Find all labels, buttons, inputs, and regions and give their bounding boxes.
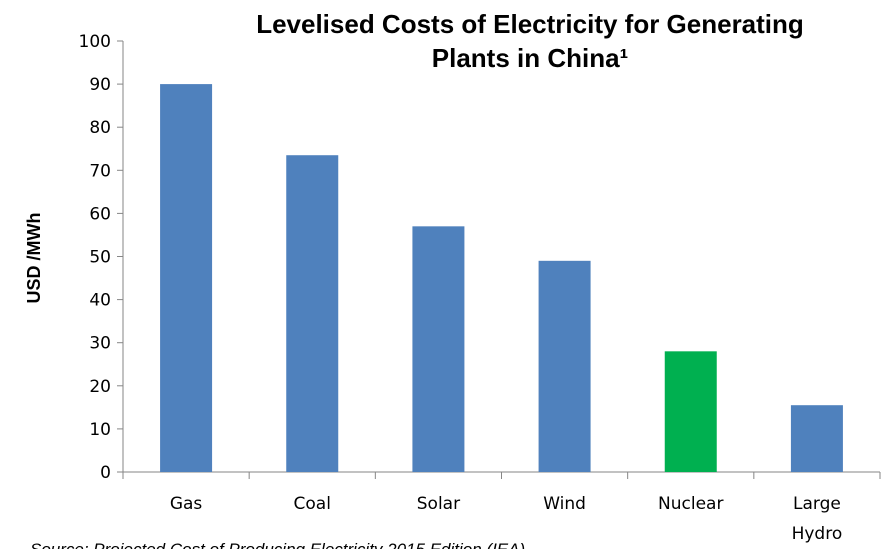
y-tick-label: 90 — [89, 75, 111, 95]
x-axis: Gas Coal Solar Wind Nuclear Large Hydro — [122, 471, 881, 544]
x-tick-label: Hydro — [792, 524, 843, 544]
x-tick-label: Coal — [294, 494, 331, 514]
chart-title-line: Plants in China¹ — [432, 43, 628, 73]
bar — [664, 351, 717, 472]
bar — [538, 260, 591, 472]
x-tick-label: Wind — [543, 494, 586, 514]
x-tick-label: Large — [793, 494, 841, 514]
chart-title-line: Levelised Costs of Electricity for Gener… — [256, 9, 804, 39]
bar — [286, 155, 339, 472]
x-tick-label: Solar — [417, 494, 460, 514]
y-tick-label: 100 — [79, 32, 111, 52]
bar — [160, 84, 213, 472]
chart-title: Levelised Costs of Electricity for Gener… — [256, 9, 804, 73]
y-axis: 0 10 20 30 40 50 60 70 80 90 100 — [79, 32, 124, 483]
y-tick-label: 0 — [100, 463, 111, 483]
bar — [412, 226, 465, 472]
x-tick-label: Nuclear — [658, 494, 723, 514]
y-tick-label: 30 — [89, 334, 111, 354]
y-tick-label: 40 — [89, 291, 111, 311]
x-tick-label: Gas — [170, 494, 203, 514]
bar — [790, 405, 843, 472]
y-tick-label: 70 — [89, 161, 111, 181]
y-tick-label: 10 — [89, 420, 111, 440]
source-note: Source: Projected Cost of Producing Elec… — [30, 540, 525, 549]
y-tick-label: 60 — [89, 204, 111, 224]
y-axis-label: USD /MWh — [24, 213, 44, 304]
bars — [160, 84, 843, 472]
y-tick-label: 20 — [89, 377, 111, 397]
y-tick-label: 50 — [89, 248, 111, 268]
y-tick-label: 80 — [89, 118, 111, 138]
